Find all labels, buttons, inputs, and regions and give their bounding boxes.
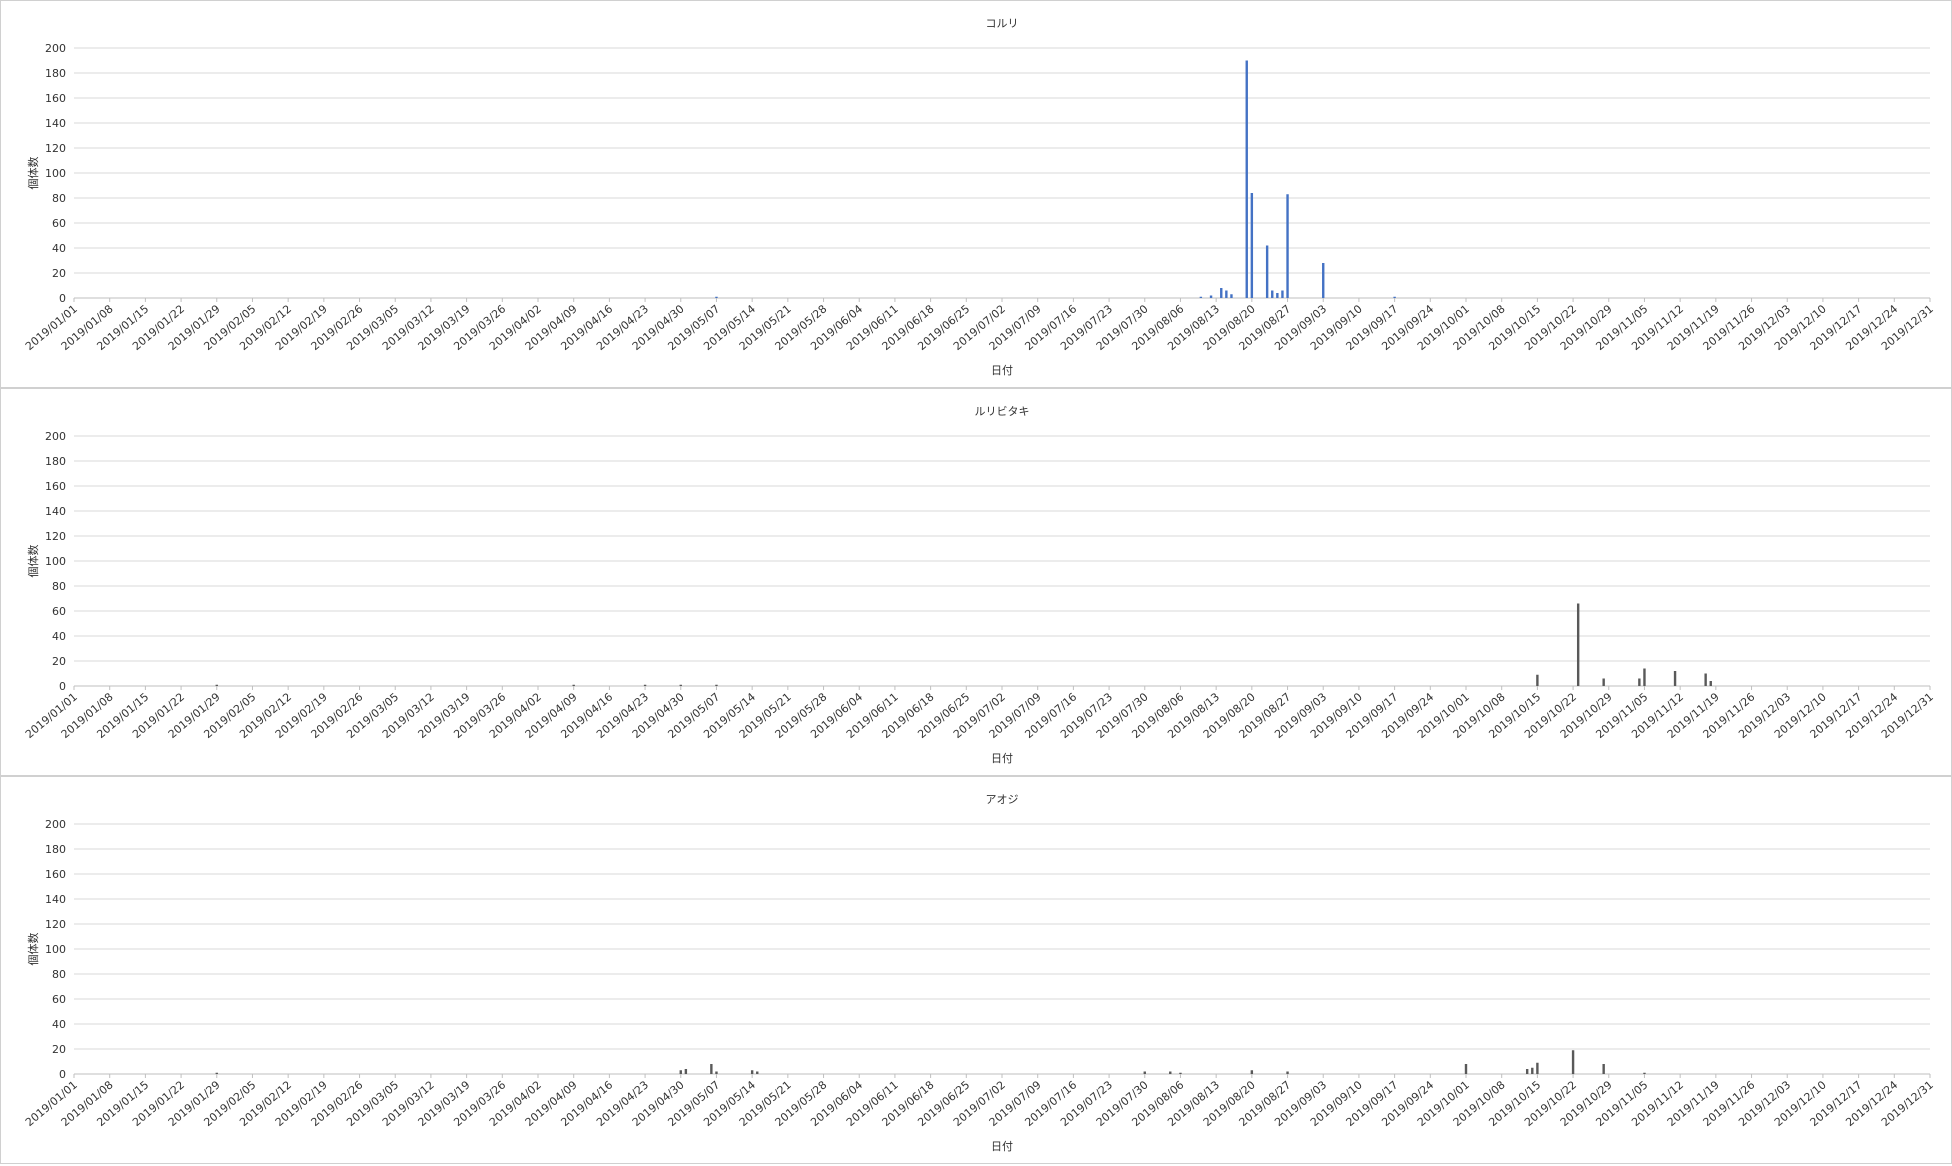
- chart-frame: [0, 0, 1952, 388]
- bar: [1638, 678, 1641, 686]
- y-axis-title: 個体数: [26, 933, 40, 966]
- y-tick-label: 160: [45, 480, 66, 493]
- chart-frame: [0, 388, 1952, 776]
- chart-frame: [0, 776, 1952, 1164]
- y-tick-label: 160: [45, 868, 66, 881]
- bar: [1602, 1064, 1605, 1074]
- chart-title: ルリビタキ: [975, 405, 1030, 418]
- y-tick-label: 80: [52, 580, 66, 593]
- y-tick-label: 20: [52, 267, 66, 280]
- bar: [1220, 288, 1223, 298]
- bar: [684, 1069, 688, 1074]
- y-tick-label: 200: [45, 42, 66, 55]
- y-tick-label: 40: [52, 1018, 66, 1031]
- bar: [1643, 1072, 1646, 1074]
- bar: [1271, 290, 1274, 298]
- y-tick-label: 160: [45, 92, 66, 105]
- bar: [1230, 294, 1233, 298]
- y-tick-label: 180: [45, 455, 66, 468]
- y-tick-label: 80: [52, 968, 66, 981]
- y-tick-label: 60: [52, 605, 66, 618]
- y-tick-label: 60: [52, 217, 66, 230]
- y-tick-label: 120: [45, 142, 66, 155]
- bar: [1709, 681, 1712, 686]
- y-tick-label: 20: [52, 1043, 66, 1056]
- bar: [679, 684, 682, 686]
- y-tick-label: 80: [52, 192, 66, 205]
- bar: [1250, 193, 1254, 298]
- chart-panel-aoji: アオジ 0 20 40 60 80 100 120 140 160 180 200 個体数 2019/01…: [0, 776, 1952, 1164]
- chart-panel-ruribitaki: ルリビタキ 0 20 40 60 80 100 120 140 160 180 200 個体数 2019/…: [0, 388, 1952, 776]
- bar: [715, 1071, 718, 1074]
- x-axis-title: 日付: [991, 364, 1013, 377]
- bar: [1571, 1050, 1575, 1074]
- bar: [1276, 293, 1279, 298]
- bar: [1209, 295, 1213, 298]
- y-axis-title: 個体数: [26, 157, 40, 190]
- y-tick-label: 100: [45, 555, 66, 568]
- bar: [215, 1072, 218, 1074]
- bar: [715, 684, 718, 686]
- bar: [1265, 245, 1269, 298]
- bar: [572, 684, 575, 686]
- y-tick-label: 200: [45, 430, 66, 443]
- y-tick-label: 180: [45, 67, 66, 80]
- chart-svg: コルリ020406080100120140160180200個体数2019/01…: [0, 0, 1952, 388]
- bar: [1576, 603, 1580, 686]
- bar: [1673, 671, 1677, 686]
- bar: [1531, 1067, 1534, 1074]
- y-tick-label: 40: [52, 630, 66, 643]
- bar: [1525, 1069, 1529, 1074]
- bar: [1704, 673, 1707, 686]
- chart-title: アオジ: [986, 793, 1019, 806]
- chart-title: コルリ: [986, 17, 1019, 30]
- y-axis-title: 個体数: [26, 545, 40, 578]
- bar: [1536, 1062, 1539, 1074]
- y-tick-label: 140: [45, 505, 66, 518]
- bar: [215, 684, 218, 686]
- y-tick-label: 60: [52, 993, 66, 1006]
- y-tick-label: 180: [45, 843, 66, 856]
- chart-svg: アオジ020406080100120140160180200個体数2019/01…: [0, 776, 1952, 1164]
- bar: [1286, 1071, 1289, 1074]
- y-tick-label: 0: [59, 1068, 66, 1081]
- bar: [1199, 296, 1203, 298]
- y-tick-label: 100: [45, 943, 66, 956]
- chart-panel-korri: コルリ 0 20 40 60 80 100 120 140 160 180 200 個体数 2019/01…: [0, 0, 1952, 388]
- bar: [1225, 290, 1228, 298]
- y-tick-label: 140: [45, 893, 66, 906]
- bar: [710, 1064, 713, 1074]
- y-tick-label: 140: [45, 117, 66, 130]
- bar: [756, 1071, 759, 1074]
- bar: [1464, 1064, 1468, 1074]
- bar: [1393, 296, 1396, 298]
- y-tick-label: 0: [59, 680, 66, 693]
- bar: [1643, 668, 1646, 686]
- bar: [1281, 290, 1284, 298]
- y-tick-label: 120: [45, 530, 66, 543]
- y-tick-label: 120: [45, 918, 66, 931]
- bar: [750, 1070, 754, 1074]
- bar: [1179, 1072, 1182, 1074]
- bar: [1245, 60, 1248, 298]
- y-tick-label: 0: [59, 292, 66, 305]
- bar: [1250, 1070, 1254, 1074]
- bar: [1322, 263, 1325, 298]
- bar: [1286, 194, 1289, 298]
- bar: [1536, 674, 1539, 686]
- chart-svg: ルリビタキ020406080100120140160180200個体数2019/…: [0, 388, 1952, 776]
- bar: [679, 1070, 682, 1074]
- y-tick-label: 40: [52, 242, 66, 255]
- bar: [1602, 678, 1605, 686]
- bar: [715, 296, 718, 298]
- y-tick-label: 20: [52, 655, 66, 668]
- x-axis-title: 日付: [991, 752, 1013, 765]
- x-axis-title: 日付: [991, 1140, 1013, 1153]
- bar: [1143, 1071, 1146, 1074]
- bar: [1169, 1071, 1172, 1074]
- bar: [643, 684, 647, 686]
- y-tick-label: 100: [45, 167, 66, 180]
- y-tick-label: 200: [45, 818, 66, 831]
